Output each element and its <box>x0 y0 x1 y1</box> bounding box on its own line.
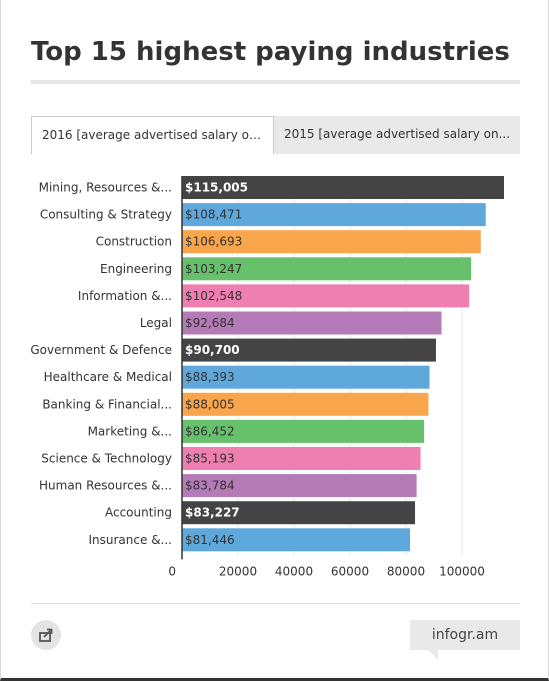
category-label-12: Accounting <box>105 506 172 520</box>
data-label-0: $115,005 <box>185 181 248 195</box>
footer-divider <box>31 603 520 604</box>
data-label-12: $83,227 <box>185 506 240 520</box>
category-label-13: Insurance &... <box>89 533 173 547</box>
tab-bar: 2016 [average advertised salary on... 20… <box>31 116 520 154</box>
bar-5 <box>182 311 442 335</box>
data-label-3: $103,247 <box>185 262 242 276</box>
category-label-11: Human Resources &... <box>39 479 172 493</box>
bar-13 <box>182 528 411 552</box>
tab-2015[interactable]: 2015 [average advertised salary on... <box>274 116 520 154</box>
bar-6 <box>182 338 436 362</box>
category-label-1: Consulting & Strategy <box>40 208 172 222</box>
data-label-11: $83,784 <box>185 479 235 493</box>
logo-tail <box>428 650 438 660</box>
x-tick-label-4: 80000 <box>387 564 425 578</box>
category-label-9: Marketing &... <box>88 424 172 438</box>
bar-0 <box>182 176 505 199</box>
title-divider <box>31 80 520 84</box>
category-label-6: Government & Defence <box>30 343 172 357</box>
bar-8 <box>182 392 429 416</box>
data-label-2: $106,693 <box>185 235 242 249</box>
data-label-13: $81,446 <box>185 533 235 547</box>
category-label-0: Mining, Resources &... <box>39 181 172 195</box>
x-tick-label-3: 60000 <box>331 564 369 578</box>
category-label-7: Healthcare & Medical <box>44 370 172 384</box>
data-label-4: $102,548 <box>185 289 242 303</box>
bar-12 <box>182 501 416 525</box>
data-label-1: $108,471 <box>185 208 242 222</box>
bar-chart: Mining, Resources &... $115,005 Consulting… <box>30 176 505 578</box>
chart-title: Top 15 highest paying industries <box>31 37 510 67</box>
bar-2 <box>182 230 481 254</box>
share-button[interactable] <box>31 620 61 650</box>
data-label-9: $86,452 <box>185 424 235 438</box>
category-label-5: Legal <box>140 316 172 330</box>
share-icon <box>39 628 53 642</box>
category-label-10: Science & Technology <box>41 452 172 466</box>
category-label-2: Construction <box>96 235 172 249</box>
x-tick-label-2: 40000 <box>275 564 313 578</box>
x-tick-label-0: 0 <box>168 564 176 578</box>
infogram-logo[interactable]: infogr.am <box>410 620 520 650</box>
bar-11 <box>182 474 417 498</box>
bar-9 <box>182 419 425 443</box>
data-label-7: $88,393 <box>185 370 235 384</box>
data-label-5: $92,684 <box>185 316 235 330</box>
tab-2016[interactable]: 2016 [average advertised salary on... <box>31 116 274 154</box>
data-label-10: $85,193 <box>185 452 235 466</box>
data-label-6: $90,700 <box>185 343 240 357</box>
bar-4 <box>182 284 470 308</box>
x-tick-label-5: 100000 <box>439 564 485 578</box>
category-label-4: Information &... <box>78 289 172 303</box>
bar-1 <box>182 203 486 227</box>
data-label-8: $88,005 <box>185 397 235 411</box>
bar-7 <box>182 365 430 389</box>
bar-3 <box>182 257 472 281</box>
category-label-8: Banking & Financial... <box>42 397 172 411</box>
bar-10 <box>182 447 421 470</box>
category-label-3: Engineering <box>100 262 172 276</box>
x-tick-label-1: 20000 <box>219 564 257 578</box>
